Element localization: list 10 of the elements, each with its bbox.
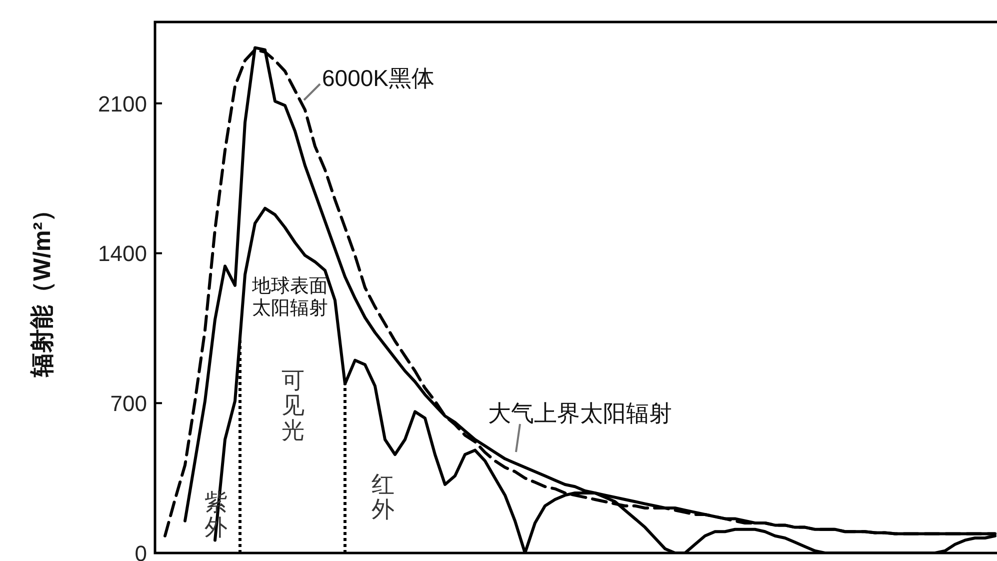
series-label: 6000K黑体 [322, 65, 435, 91]
y-tick-label: 700 [110, 391, 147, 416]
y-tick-label: 0 [134, 541, 147, 561]
annotation: 红外 [372, 471, 394, 522]
annotation: 可见光 [282, 367, 304, 443]
y-axis-title: 辐射能（W/m²） [29, 198, 56, 378]
y-tick-label: 2100 [98, 91, 147, 116]
series-label: 大气上界太阳辐射 [488, 400, 672, 426]
series-label: 地球表面太阳辐射 [251, 276, 328, 319]
y-tick-label: 1400 [98, 241, 147, 266]
